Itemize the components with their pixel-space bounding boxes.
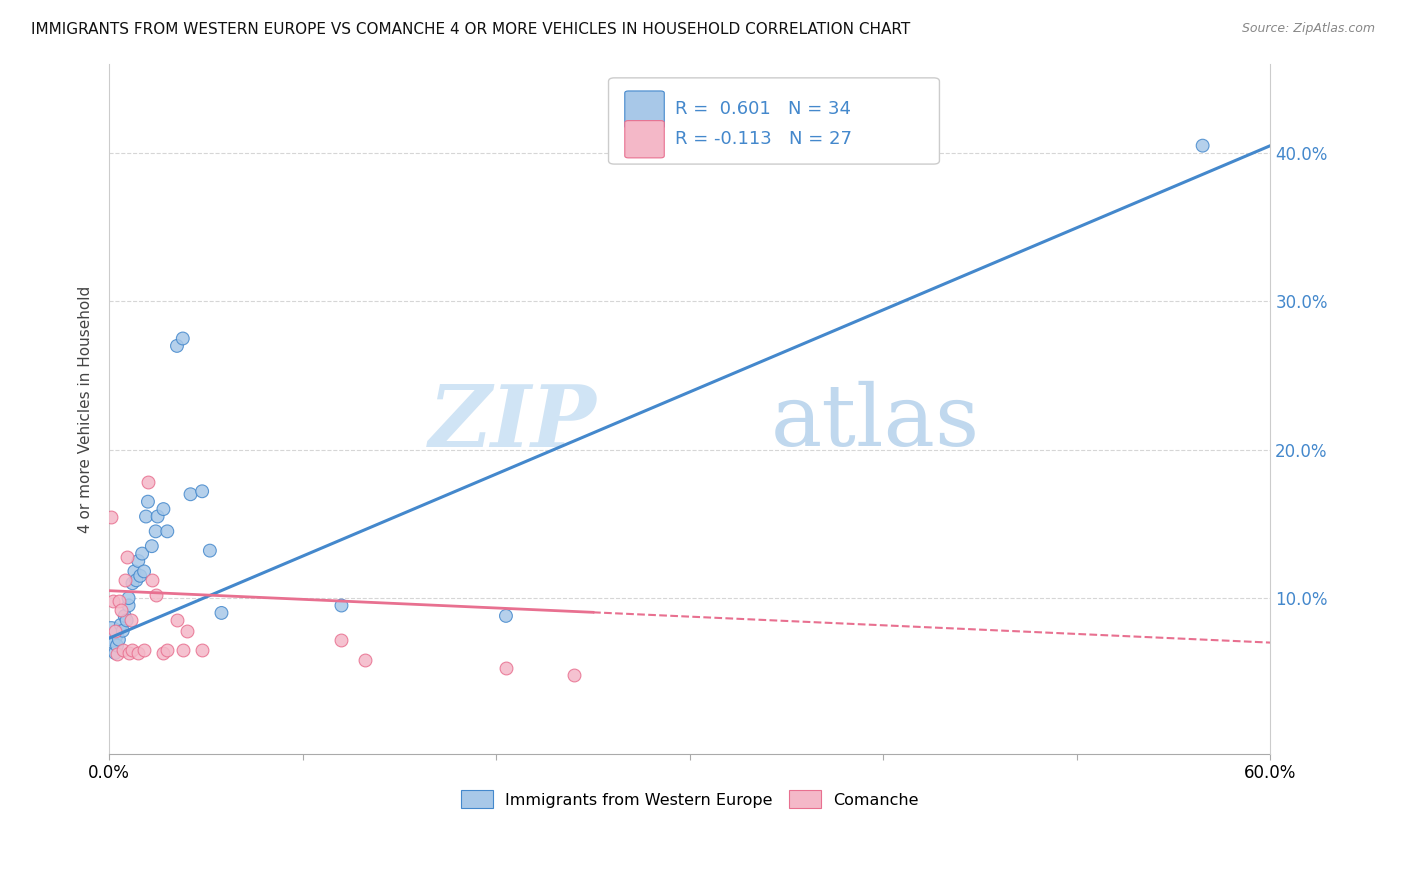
Point <box>114 608 136 623</box>
Point <box>353 653 375 667</box>
Point <box>104 646 127 660</box>
Point <box>132 643 155 657</box>
FancyBboxPatch shape <box>624 120 664 158</box>
FancyBboxPatch shape <box>624 91 664 128</box>
Point <box>152 646 174 660</box>
Point <box>145 588 167 602</box>
Point <box>172 643 194 657</box>
Point <box>131 547 153 561</box>
Text: R =  0.601   N = 34: R = 0.601 N = 34 <box>675 100 851 118</box>
Point <box>108 632 131 647</box>
Point <box>120 613 142 627</box>
Point <box>100 509 122 524</box>
Point <box>132 565 155 579</box>
Point <box>124 565 146 579</box>
Point <box>156 524 179 539</box>
Point <box>108 594 131 608</box>
Point <box>191 484 214 499</box>
Text: Source: ZipAtlas.com: Source: ZipAtlas.com <box>1241 22 1375 36</box>
Point <box>211 606 233 620</box>
Y-axis label: 4 or more Vehicles in Household: 4 or more Vehicles in Household <box>79 285 93 533</box>
Point <box>110 617 132 632</box>
Point <box>117 591 139 606</box>
Point <box>111 643 134 657</box>
Point <box>146 509 169 524</box>
Point <box>101 594 124 608</box>
Point <box>135 509 157 524</box>
Point <box>495 608 517 623</box>
Point <box>145 524 167 539</box>
Point <box>117 646 139 660</box>
Text: IMMIGRANTS FROM WESTERN EUROPE VS COMANCHE 4 OR MORE VEHICLES IN HOUSEHOLD CORRE: IMMIGRANTS FROM WESTERN EUROPE VS COMANC… <box>31 22 910 37</box>
Point <box>101 635 124 649</box>
Point <box>121 576 143 591</box>
Point <box>191 643 214 657</box>
Point <box>110 603 132 617</box>
Point <box>114 574 136 588</box>
Point <box>136 494 159 508</box>
Point <box>176 624 198 638</box>
Point <box>115 613 138 627</box>
Text: R = -0.113   N = 27: R = -0.113 N = 27 <box>675 129 852 147</box>
Point <box>100 626 122 640</box>
Point <box>111 624 134 638</box>
Point <box>105 648 128 662</box>
Point <box>198 543 221 558</box>
Point <box>166 613 188 627</box>
Point <box>127 646 149 660</box>
Text: atlas: atlas <box>770 381 980 465</box>
Point <box>104 624 127 638</box>
Point <box>562 668 585 682</box>
Point <box>121 643 143 657</box>
Point <box>180 487 202 501</box>
Point <box>330 599 353 613</box>
Point <box>125 574 148 588</box>
Point <box>115 549 138 564</box>
Point <box>1191 138 1213 153</box>
Point <box>105 639 128 653</box>
Point <box>141 539 163 553</box>
Point <box>152 502 174 516</box>
Point <box>172 331 194 345</box>
Point <box>156 643 179 657</box>
Point <box>129 569 152 583</box>
Point <box>141 574 163 588</box>
Point <box>127 554 149 568</box>
Point <box>117 599 139 613</box>
Legend: Immigrants from Western Europe, Comanche: Immigrants from Western Europe, Comanche <box>454 784 925 815</box>
Point <box>330 632 353 647</box>
Point <box>136 475 159 490</box>
Point <box>166 339 188 353</box>
Point <box>495 661 517 675</box>
Text: ZIP: ZIP <box>429 381 598 465</box>
FancyBboxPatch shape <box>609 78 939 164</box>
